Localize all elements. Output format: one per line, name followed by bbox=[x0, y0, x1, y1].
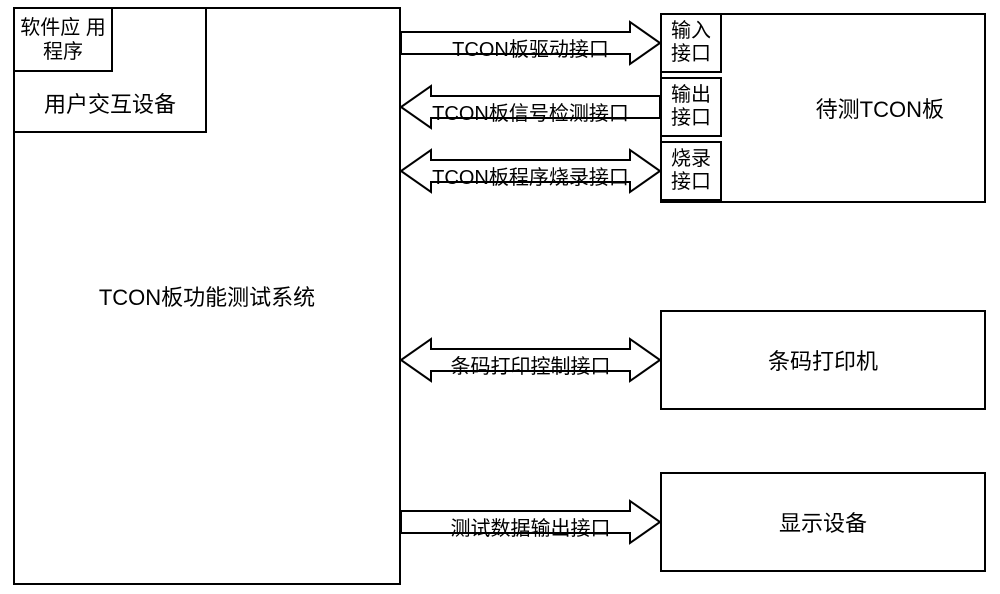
tcon-input-port: 输入 接口 bbox=[660, 13, 722, 73]
tcon-input-label: 输入 接口 bbox=[662, 20, 720, 66]
arrow-tcon-signal-label: TCON板信号检测接口 bbox=[401, 97, 660, 126]
user-device-label: 用户交互设备 bbox=[44, 87, 176, 119]
tcon-burn-label: 烧录 接口 bbox=[662, 148, 720, 194]
software-app-box: 软件应 用程序 bbox=[13, 7, 113, 72]
display-device-box: 显示设备 bbox=[660, 472, 986, 572]
software-app-label: 软件应 用程序 bbox=[15, 16, 111, 64]
arrow-tcon-burn-label: TCON板程序烧录接口 bbox=[401, 161, 660, 190]
main-system-label: TCON板功能测试系统 bbox=[99, 280, 315, 312]
tcon-output-label: 输出 接口 bbox=[662, 84, 720, 130]
arrow-tcon-drive-label: TCON板驱动接口 bbox=[401, 33, 660, 62]
arrow-barcode-label: 条码打印控制接口 bbox=[401, 350, 660, 379]
display-device-label: 显示设备 bbox=[779, 506, 867, 538]
barcode-printer-box: 条码打印机 bbox=[660, 310, 986, 410]
tcon-board-label: 待测TCON板 bbox=[816, 92, 944, 124]
arrow-display-label: 测试数据输出接口 bbox=[401, 512, 660, 541]
tcon-burn-port: 烧录 接口 bbox=[660, 141, 722, 201]
barcode-printer-label: 条码打印机 bbox=[768, 344, 878, 376]
tcon-output-port: 输出 接口 bbox=[660, 77, 722, 137]
